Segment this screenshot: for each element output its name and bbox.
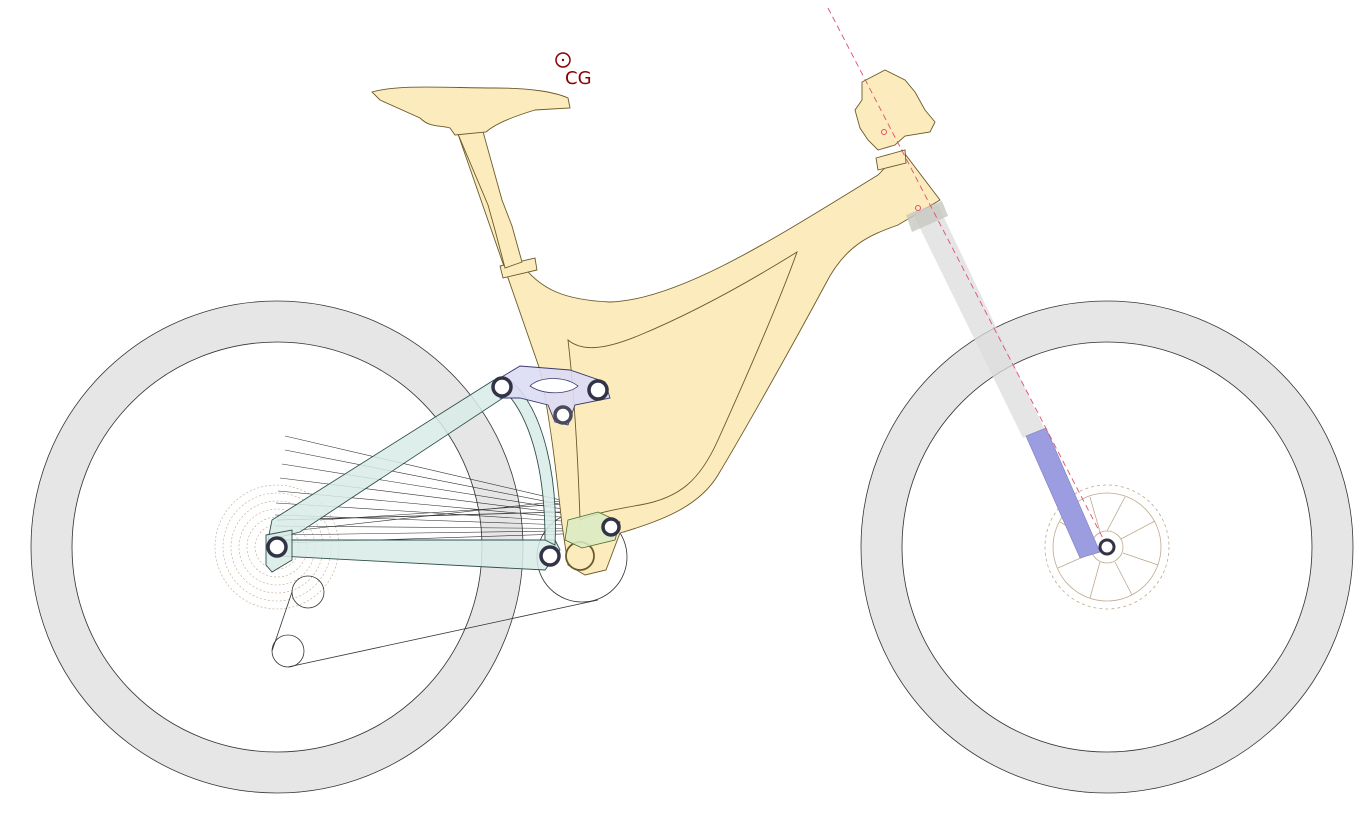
center-of-gravity-icon (555, 52, 571, 68)
rocker-link (499, 365, 611, 426)
pivot-bearing-icon (587, 379, 609, 401)
center-of-gravity: CG (555, 52, 592, 89)
derailleur-upper-pulley (291, 575, 325, 609)
seat-post (457, 127, 523, 269)
chain-stay (271, 539, 561, 571)
fork-crown (906, 201, 948, 232)
rear-triangle (265, 379, 561, 573)
pivot-bearing-icon (491, 376, 513, 398)
pivot-bearing-icon (1098, 538, 1116, 556)
fork (906, 201, 1101, 559)
main-frame (457, 131, 941, 576)
front-tire (861, 301, 1353, 793)
handlebar-stem (854, 69, 936, 151)
pivot-bearing-icon (539, 545, 561, 567)
head-tube-cap (875, 149, 907, 171)
chain-lower-run (287, 599, 599, 668)
steering-axis-line (827, 7, 1109, 549)
cg-label: CG (565, 68, 592, 89)
fork-lower-leg (1025, 427, 1101, 559)
cockpit (854, 69, 936, 151)
pivots (266, 376, 1116, 567)
derailleur-lower-pulley (271, 634, 305, 668)
chain-upper-run (276, 511, 561, 521)
saddle (371, 86, 571, 136)
pivot-bearing-icon (266, 536, 288, 558)
seat-assembly (371, 86, 571, 269)
steering-axis-marker-top (881, 129, 887, 135)
steering-axis-marker-bottom (915, 205, 921, 211)
derailleur-cage (271, 591, 293, 652)
chain-stay-yoke (497, 379, 556, 546)
front-tire-inner-edge (901, 341, 1313, 753)
front-tire-outer-edge (860, 300, 1354, 794)
pivot-bearing-icon (601, 517, 621, 537)
rocker-cutout (529, 378, 579, 394)
steering-axis (827, 7, 1109, 549)
pivot-bearing-icon (553, 405, 573, 425)
seat-collar (499, 257, 538, 279)
fork-upper-stanchion (912, 205, 1045, 438)
